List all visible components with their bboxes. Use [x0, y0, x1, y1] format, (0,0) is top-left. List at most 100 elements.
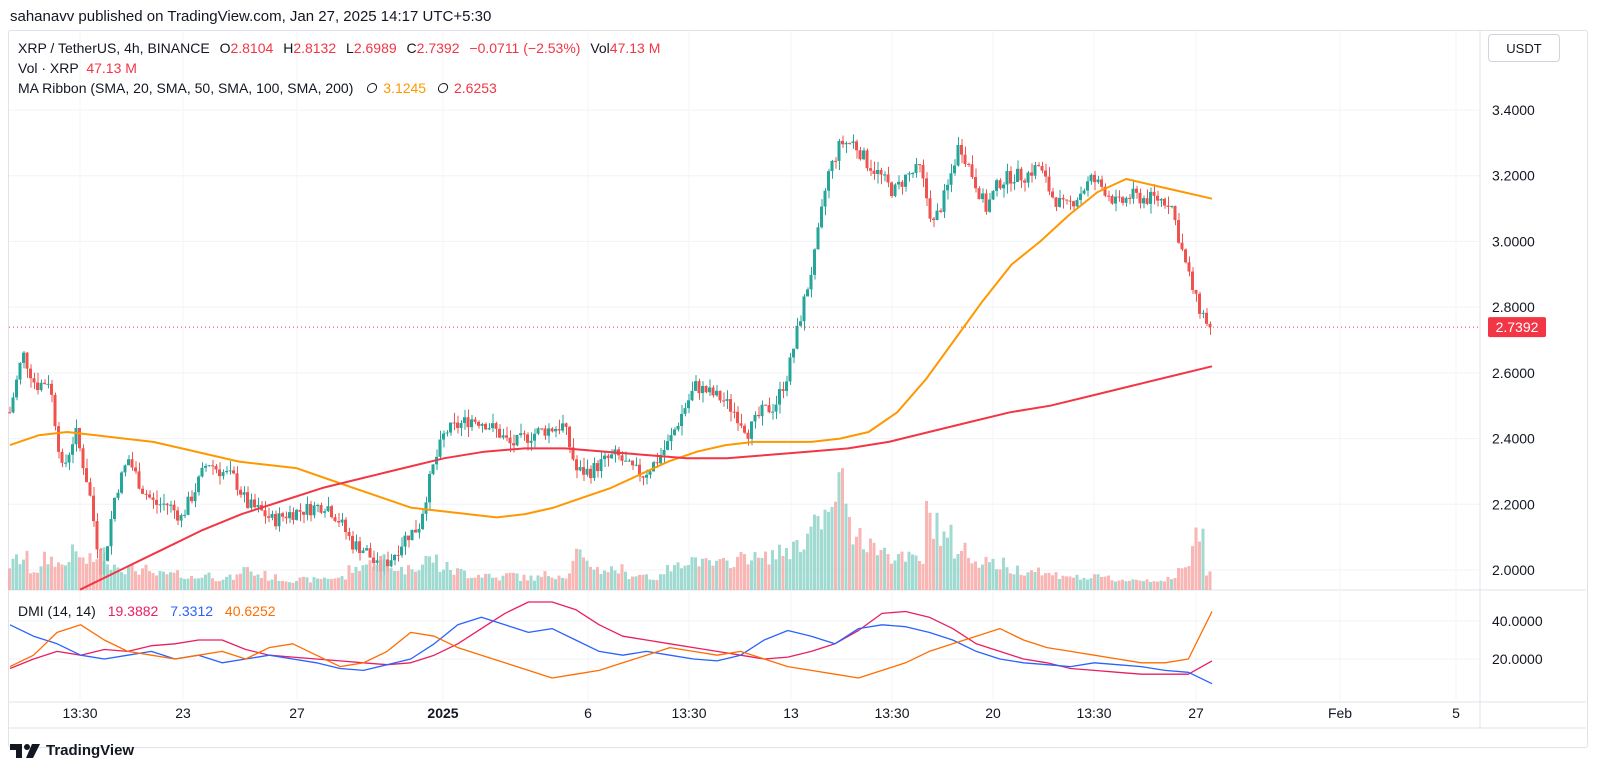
volume-bar — [792, 541, 795, 590]
volume-bar — [641, 574, 645, 590]
volume-bar — [487, 573, 491, 590]
candle-body — [197, 476, 200, 493]
volume-bar — [1023, 575, 1026, 590]
volume-bar — [498, 580, 501, 590]
volume-bar — [421, 564, 424, 590]
volume-bar — [102, 547, 106, 590]
volume-bar — [1142, 581, 1145, 590]
volume-bar — [326, 578, 330, 590]
volume-bar — [1019, 574, 1023, 590]
symbol-label[interactable]: XRP / TetherUS, 4h, BINANCE — [18, 40, 210, 56]
volume-bar — [711, 565, 715, 590]
candle-body — [456, 422, 459, 428]
volume-bar — [809, 526, 813, 590]
candle-body — [421, 513, 424, 530]
volume-bar — [515, 573, 519, 590]
volume-bar — [736, 556, 739, 590]
candle-body — [1054, 197, 1058, 207]
volume-bar — [1128, 580, 1131, 590]
volume-bar — [239, 573, 242, 590]
volume-bar — [627, 579, 631, 590]
time-tick-label: 20 — [985, 705, 1001, 721]
volume-bar — [897, 553, 900, 590]
candle-body — [725, 399, 729, 402]
open-value: 2.8104 — [230, 40, 274, 56]
volume-bar — [375, 564, 379, 590]
volume-bar — [848, 516, 851, 590]
ma-ribbon-label[interactable]: MA Ribbon (SMA, 20, SMA, 50, SMA, 100, S… — [18, 80, 354, 96]
volume-bar — [550, 577, 554, 590]
candle-body — [960, 144, 963, 155]
candle-body — [1040, 166, 1044, 171]
volume-bar — [242, 567, 246, 590]
volume-bar — [904, 561, 907, 590]
volume-bar — [172, 572, 176, 590]
currency-unit-button[interactable]: USDT — [1488, 34, 1560, 62]
volume-bar — [956, 553, 960, 590]
volume-bar — [214, 581, 218, 590]
dmi-minus-value: 7.3312 — [170, 603, 214, 619]
volume-bar — [1033, 571, 1037, 590]
candle-body — [116, 492, 120, 498]
volume-bar — [753, 552, 757, 590]
candle-body — [1131, 188, 1135, 199]
volume-bar — [669, 571, 673, 590]
candle-body — [165, 503, 169, 506]
volume-bar — [823, 509, 827, 590]
candle-body — [1156, 195, 1159, 201]
volume-bar — [263, 570, 267, 590]
volume-bar — [1093, 574, 1096, 590]
volume-bar — [246, 567, 249, 590]
candle-body — [466, 417, 470, 428]
time-tick-label: 13:30 — [62, 705, 97, 721]
candle-body — [242, 492, 246, 495]
candle-body — [533, 433, 536, 441]
candle-body — [1068, 200, 1072, 202]
candle-body — [1009, 171, 1012, 184]
tradingview-logo-icon — [10, 744, 40, 758]
candle-body — [358, 541, 361, 554]
candle-body — [529, 440, 533, 443]
volume-bar — [442, 569, 445, 590]
candle-body — [760, 404, 764, 417]
volume-bar — [207, 572, 211, 590]
candle-body — [172, 504, 176, 511]
candle-body — [907, 173, 911, 175]
volume-bar — [158, 570, 162, 590]
candle-body — [816, 227, 820, 250]
candle-body — [477, 421, 480, 426]
volume-bar — [844, 503, 848, 590]
dmi-label[interactable]: DMI (14, 14) — [18, 603, 96, 619]
volume-bar — [872, 542, 876, 590]
candle-body — [813, 249, 816, 275]
volume-bar — [1166, 576, 1170, 590]
low-value: 2.6989 — [353, 40, 397, 56]
volume-bar — [361, 565, 365, 590]
candle-body — [95, 521, 99, 550]
candle-body — [1002, 184, 1005, 189]
candle-body — [862, 150, 865, 160]
volume-bar — [53, 566, 57, 590]
volume-bar — [561, 577, 564, 590]
volume-bar — [386, 566, 389, 590]
candle-body — [36, 382, 39, 391]
volume-bar — [869, 538, 872, 590]
volume-bar — [949, 524, 953, 590]
volume-bar — [1061, 575, 1065, 590]
volume-indicator-label[interactable]: Vol · XRP — [18, 60, 79, 76]
volume-bar — [193, 578, 197, 590]
volume-bar — [134, 571, 137, 590]
volume-bar — [309, 582, 312, 590]
candle-body — [662, 449, 666, 456]
candle-body — [144, 493, 148, 495]
volume-bar — [1075, 574, 1079, 590]
candle-body — [1026, 172, 1030, 183]
candle-body — [319, 505, 323, 513]
volume-bar — [1114, 581, 1117, 590]
volume-bar — [403, 574, 407, 590]
candle-body — [1205, 312, 1208, 324]
candle-body — [624, 460, 627, 462]
volume-bar — [491, 577, 494, 590]
publisher-line: sahanavv published on TradingView.com, J… — [10, 8, 492, 25]
